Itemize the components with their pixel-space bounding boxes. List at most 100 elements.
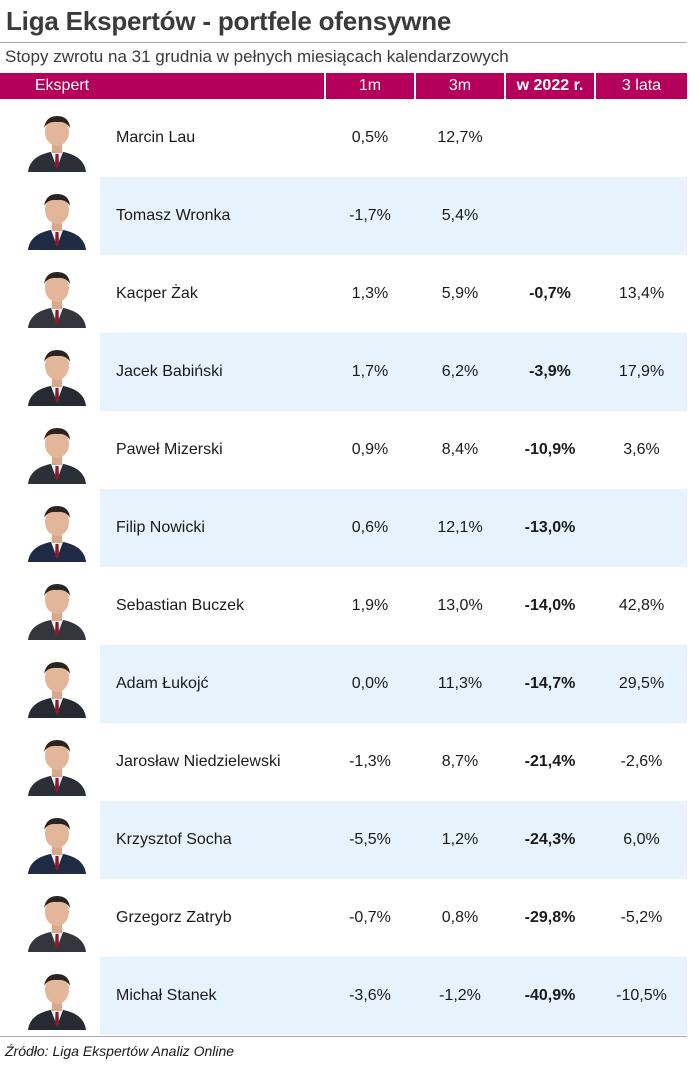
table-row: Kacper Żak 1,3% 5,9% -0,7% 13,4% xyxy=(0,255,687,333)
return-3y: 29,5% xyxy=(618,675,665,692)
header-separator xyxy=(504,73,506,99)
return-3y: 13,4% xyxy=(618,285,665,302)
expert-photo xyxy=(22,654,92,718)
return-2022: -13,0% xyxy=(524,519,576,536)
expert-photo xyxy=(22,264,92,328)
return-3m: 8,7% xyxy=(441,753,479,770)
return-3m: 5,4% xyxy=(441,207,479,224)
source-note: Źródło: Liga Ekspertów Analiz Online xyxy=(5,1043,235,1059)
table-row: Michał Stanek -3,6% -1,2% -40,9% -10,5% xyxy=(0,957,687,1035)
footer-divider xyxy=(0,1036,687,1037)
expert-photo xyxy=(22,966,92,1030)
return-3m: 13,0% xyxy=(437,597,483,614)
return-3y: 42,8% xyxy=(618,597,665,614)
return-1m: -3,6% xyxy=(349,987,391,1004)
return-2022: -24,3% xyxy=(524,831,576,848)
return-1m: 0,5% xyxy=(351,129,389,146)
return-3y: -5,2% xyxy=(620,909,663,926)
header-separator xyxy=(594,73,596,99)
header-expert: Ekspert xyxy=(34,77,90,94)
return-3m: 6,2% xyxy=(441,363,479,380)
expert-name: Marcin Lau xyxy=(116,129,196,146)
return-3m: 1,2% xyxy=(441,831,479,848)
row-shading xyxy=(100,801,687,879)
table-row: Paweł Mizerski 0,9% 8,4% -10,9% 3,6% xyxy=(0,411,687,489)
expert-photo xyxy=(22,810,92,874)
return-3m: 0,8% xyxy=(441,909,479,926)
table-row: Jacek Babiński 1,7% 6,2% -3,9% 17,9% xyxy=(0,333,687,411)
table-row: Marcin Lau 0,5% 12,7% xyxy=(0,99,687,177)
row-shading xyxy=(100,333,687,411)
return-1m: 0,0% xyxy=(351,675,389,692)
return-1m: 1,3% xyxy=(351,285,389,302)
return-1m: 0,6% xyxy=(351,519,389,536)
expert-photo xyxy=(22,186,92,250)
return-3m: -1,2% xyxy=(439,987,481,1004)
return-3y: 3,6% xyxy=(623,441,660,458)
table-row: Jarosław Niedzielewski -1,3% 8,7% -21,4% -2,… xyxy=(0,723,687,801)
table-row: Adam Łukojć 0,0% 11,3% -14,7% 29,5% xyxy=(0,645,687,723)
expert-photo xyxy=(22,576,92,640)
return-3y: 6,0% xyxy=(623,831,660,848)
table-row: Tomasz Wronka -1,7% 5,4% xyxy=(0,177,687,255)
header-separator xyxy=(324,73,326,99)
return-2022: -0,7% xyxy=(529,285,571,302)
return-1m: -5,5% xyxy=(349,831,391,848)
return-3m: 5,9% xyxy=(441,285,479,302)
expert-name: Sebastian Buczek xyxy=(116,597,245,614)
expert-photo xyxy=(22,420,92,484)
expert-photo xyxy=(22,342,92,406)
row-shading xyxy=(100,489,687,567)
return-1m: -1,3% xyxy=(349,753,391,770)
table-header: Ekspert 1m 3m w 2022 r. 3 lata xyxy=(0,73,687,99)
expert-name: Filip Nowicki xyxy=(116,519,205,536)
expert-name: Adam Łukojć xyxy=(116,675,209,692)
table-row: Sebastian Buczek 1,9% 13,0% -14,0% 42,8% xyxy=(0,567,687,645)
return-1m: 0,9% xyxy=(351,441,389,458)
return-2022: -14,7% xyxy=(524,675,576,692)
return-3y: -2,6% xyxy=(620,753,663,770)
expert-name: Paweł Mizerski xyxy=(116,441,223,458)
expert-photo xyxy=(22,498,92,562)
expert-photo xyxy=(22,888,92,952)
table-row: Filip Nowicki 0,6% 12,1% -13,0% xyxy=(0,489,687,567)
expert-name: Krzysztof Socha xyxy=(116,831,232,848)
return-1m: -1,7% xyxy=(349,207,391,224)
expert-name: Tomasz Wronka xyxy=(116,207,231,224)
expert-name: Jarosław Niedzielewski xyxy=(116,753,281,770)
expert-name: Grzegorz Zatryb xyxy=(116,909,232,926)
return-2022: -40,9% xyxy=(524,987,576,1004)
return-1m: -0,7% xyxy=(349,909,391,926)
expert-name: Jacek Babiński xyxy=(116,363,223,380)
expert-name: Michał Stanek xyxy=(116,987,217,1004)
return-1m: 1,7% xyxy=(351,363,389,380)
return-3m: 12,1% xyxy=(437,519,483,536)
return-3y: -10,5% xyxy=(616,987,667,1004)
header-separator xyxy=(414,73,416,99)
header-3m: 3m xyxy=(448,77,472,94)
return-1m: 1,9% xyxy=(351,597,389,614)
header-ytd: w 2022 r. xyxy=(516,77,584,94)
row-shading xyxy=(100,645,687,723)
return-3y: 17,9% xyxy=(618,363,665,380)
page-title: Liga Ekspertów - portfele ofensywne xyxy=(6,6,452,36)
header-1m: 1m xyxy=(358,77,382,94)
return-3m: 11,3% xyxy=(437,675,483,692)
row-shading xyxy=(100,957,687,1035)
return-2022: -3,9% xyxy=(529,363,571,380)
row-shading xyxy=(100,177,687,255)
return-3m: 12,7% xyxy=(437,129,483,146)
return-2022: -10,9% xyxy=(524,441,576,458)
table-row: Grzegorz Zatryb -0,7% 0,8% -29,8% -5,2% xyxy=(0,879,687,957)
title-divider xyxy=(0,42,687,43)
header-3y: 3 lata xyxy=(621,77,662,94)
return-2022: -29,8% xyxy=(524,909,576,926)
table-row: Krzysztof Socha -5,5% 1,2% -24,3% 6,0% xyxy=(0,801,687,879)
return-2022: -14,0% xyxy=(524,597,576,614)
return-2022: -21,4% xyxy=(524,753,576,770)
expert-photo xyxy=(22,108,92,172)
page-subtitle: Stopy zwrotu na 31 grudnia w pełnych mie… xyxy=(5,47,509,66)
expert-photo xyxy=(22,732,92,796)
return-3m: 8,4% xyxy=(441,441,479,458)
expert-name: Kacper Żak xyxy=(116,285,198,302)
